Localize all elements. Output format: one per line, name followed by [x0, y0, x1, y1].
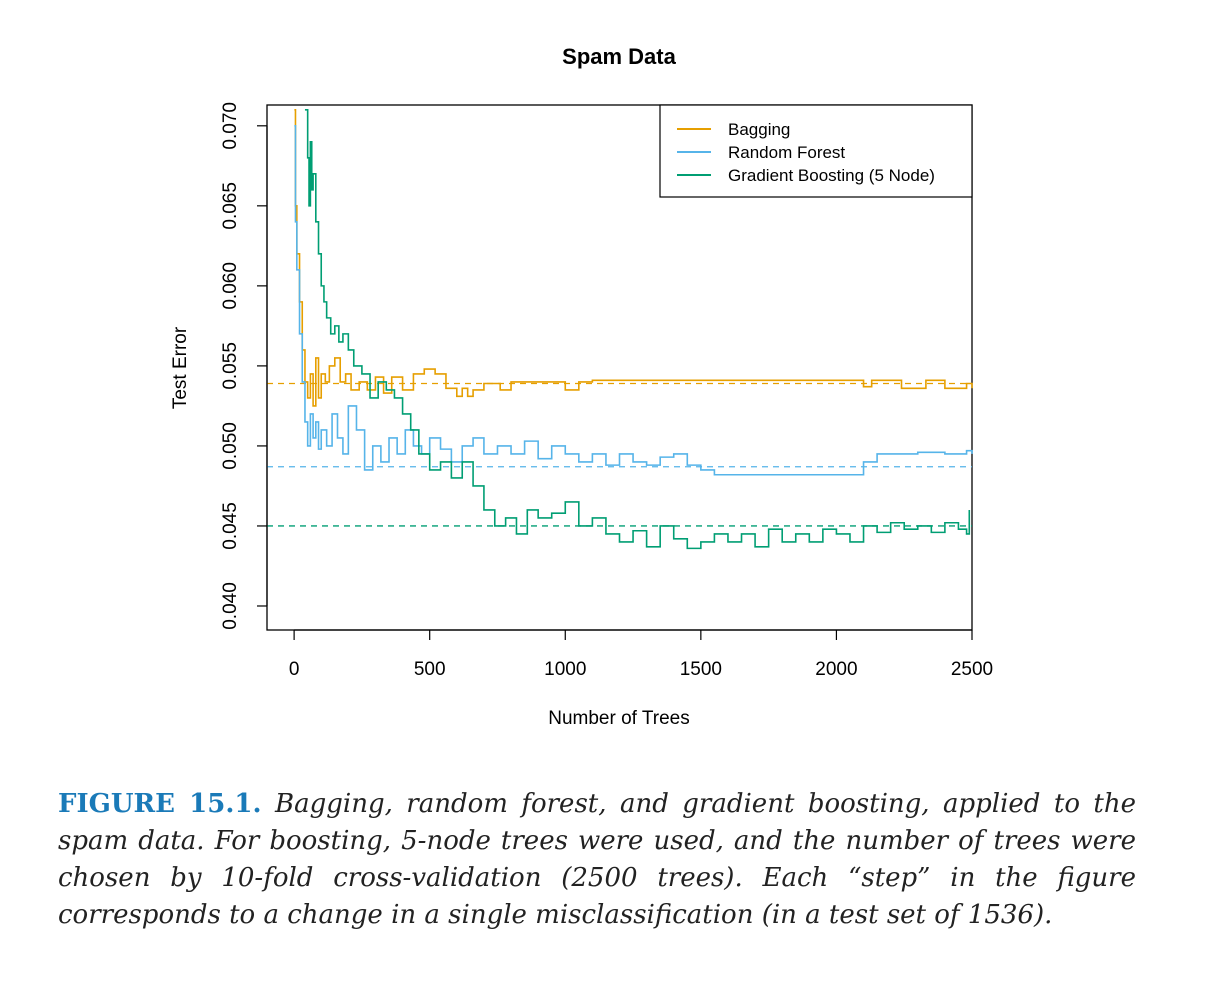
reference-lines [267, 382, 972, 527]
figure-caption: FIGURE 15.1. Bagging, random forest, and… [58, 786, 1136, 934]
x-axis-label: Number of Trees [548, 708, 690, 729]
x-axis: 0 500 1000 1500 2000 2500 [289, 629, 993, 680]
y-tick-label: 0.045 [220, 502, 241, 550]
x-tick-label: 1500 [680, 659, 722, 680]
legend-label-0: Bagging [728, 120, 790, 139]
y-axis-label: Test Error [170, 326, 191, 409]
legend: Bagging Random Forest Gradient Boosting (5… [659, 104, 973, 198]
legend-label-2: Gradient Boosting (5 Node) [728, 166, 935, 185]
chart: Spam Data 0 500 1000 1500 2000 2500 0.0400.04… [170, 44, 993, 729]
y-tick-label: 0.070 [220, 102, 241, 150]
figure-caption-text: Bagging, random forest, and gradient boo… [58, 789, 1136, 930]
series-line-2 [304, 109, 971, 550]
y-tick-label: 0.060 [220, 262, 241, 310]
y-axis: 0.040 0.045 0.050 0.055 0.060 0.065 0.070 [220, 102, 268, 630]
y-tick-label: 0.055 [220, 342, 241, 390]
x-tick-label: 2000 [815, 659, 857, 680]
x-tick-label: 0 [289, 659, 300, 680]
x-tick-label: 500 [414, 659, 446, 680]
chart-title: Spam Data [562, 44, 676, 69]
x-tick-label: 1000 [544, 659, 586, 680]
legend-box [659, 104, 973, 198]
legend-label-1: Random Forest [728, 143, 845, 162]
series-line-0 [294, 109, 973, 407]
series-line-1 [294, 125, 973, 476]
series-lines [294, 109, 973, 550]
x-tick-label: 2500 [951, 659, 993, 680]
figure-label: FIGURE 15.1. [58, 789, 262, 819]
y-tick-label: 0.050 [220, 422, 241, 470]
y-tick-label: 0.040 [220, 582, 241, 630]
y-tick-label: 0.065 [220, 182, 241, 230]
